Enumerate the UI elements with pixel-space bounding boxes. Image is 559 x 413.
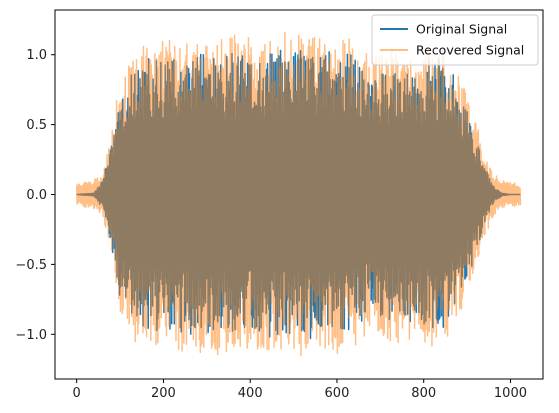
y-tick-label: 0.5 xyxy=(26,118,47,133)
x-axis: 0 200 400 600 800 1000 xyxy=(73,379,527,401)
x-tick-label: 0 xyxy=(73,386,81,401)
x-tick-label: 1000 xyxy=(494,386,527,401)
legend-label: Recovered Signal xyxy=(416,43,524,58)
legend: Original Signal Recovered Signal xyxy=(372,15,538,65)
x-tick-label: 800 xyxy=(411,386,436,401)
y-tick-label: 0.0 xyxy=(26,188,47,203)
x-tick-label: 200 xyxy=(151,386,176,401)
x-tick-label: 600 xyxy=(325,386,350,401)
x-tick-label: 400 xyxy=(238,386,263,401)
y-tick-label: −0.5 xyxy=(15,258,47,273)
y-axis: −1.0 −0.5 0.0 0.5 1.0 xyxy=(15,48,55,343)
y-tick-label: 1.0 xyxy=(26,48,47,63)
y-tick-label: −1.0 xyxy=(15,328,47,343)
legend-label: Original Signal xyxy=(416,22,507,37)
